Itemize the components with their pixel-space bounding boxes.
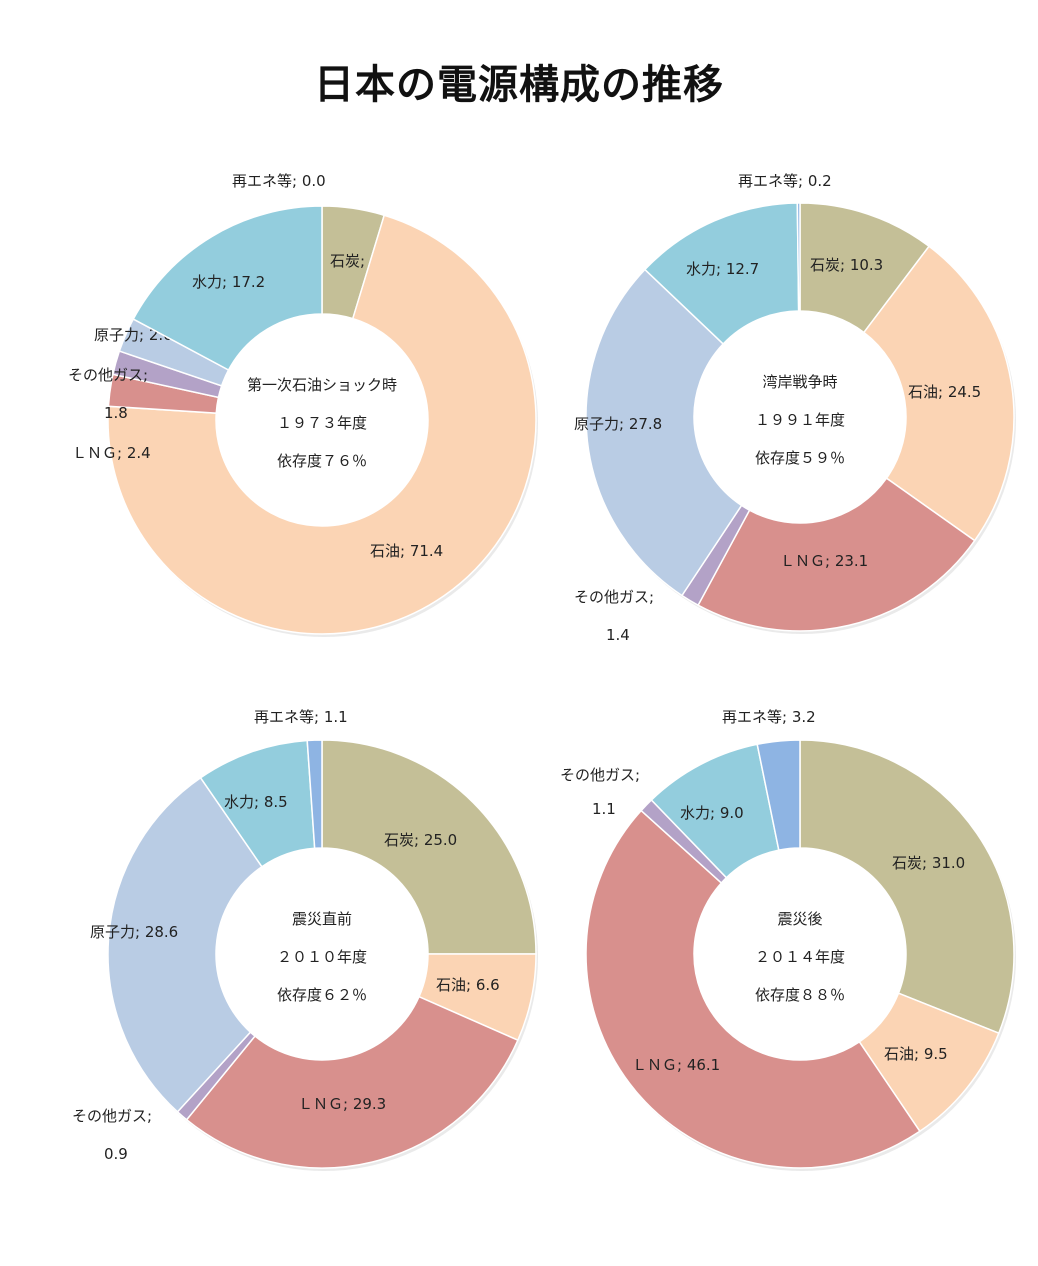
slice-label-1-原子力: 原子力; 2.6 (94, 326, 173, 344)
center-label-3-2: ２０１０年度 (277, 948, 367, 966)
slice-label-value-3-その他ガス: 0.9 (104, 1145, 128, 1163)
center-label-4-1: 震災後 (777, 910, 822, 928)
donut-hole (216, 848, 428, 1060)
slice-label-4-水力: 水力; 9.0 (680, 804, 744, 822)
slice-label-4-その他ガス: その他ガス; (560, 766, 640, 784)
slice-2-石油 (862, 245, 1015, 542)
slice-label-2-石油: 石油; 24.5 (908, 383, 981, 401)
center-label-2-2: １９９１年度 (755, 411, 845, 429)
slice-label-3-原子力: 原子力; 28.6 (90, 923, 178, 941)
center-label-4-2: ２０１４年度 (755, 948, 845, 966)
slice-label-1-石油: 石油; 71.4 (370, 542, 443, 560)
slice-label-value-4-その他ガス: 1.1 (592, 800, 616, 818)
slice-label-1-再エネ等: 再エネ等; 0.0 (232, 172, 326, 190)
slice-label-3-水力: 水力; 8.5 (224, 793, 288, 811)
center-label-1-1: 第一次石油ショック時 (247, 376, 397, 394)
center-label-3-3: 依存度６２％ (277, 986, 367, 1004)
slice-label-4-石炭: 石炭; 31.0 (892, 854, 965, 872)
center-label-1-3: 依存度７６％ (277, 452, 367, 470)
donut-hole (694, 848, 906, 1060)
donut-hole (216, 314, 428, 526)
donut-chart-3: 石炭; 25.0 石油; 6.6 ＬＮＧ; 29.3 その他ガス; 0.9 原子力; 28… (72, 708, 538, 1171)
slice-label-4-再エネ等: 再エネ等; 3.2 (722, 708, 816, 726)
donut-chart-4: 石炭; 31.0 石油; 9.5 ＬＮＧ; 46.1 その他ガス; 1.1 水力; 9.0… (560, 708, 1016, 1171)
center-label-2-1: 湾岸戦争時 (762, 373, 837, 391)
slice-label-2-原子力: 原子力; 27.8 (574, 415, 662, 433)
slice-3-石炭 (321, 739, 537, 955)
donut-hole (694, 311, 906, 523)
slice-label-3-再エネ等: 再エネ等; 1.1 (254, 708, 348, 726)
slice-label-3-石炭: 石炭; 25.0 (384, 831, 457, 849)
page-title: 日本の電源構成の推移 (314, 62, 724, 108)
slice-label-2-再エネ等: 再エネ等; 0.2 (738, 172, 832, 190)
slice-label-2-水力: 水力; 12.7 (686, 260, 759, 278)
slice-label-2-LNG: ＬＮＧ; 23.1 (780, 552, 868, 570)
slice-label-1-水力: 水力; 17.2 (192, 273, 265, 291)
slice-label-2-石炭: 石炭; 10.3 (810, 256, 883, 274)
center-label-4-3: 依存度８８％ (755, 986, 845, 1004)
donut-chart-2: 石炭; 10.3 石油; 24.5 ＬＮＧ; 23.1 その他ガス; 1.4 原子力; 2… (574, 172, 1016, 644)
slice-label-value-2-その他ガス: 1.4 (606, 626, 630, 644)
slice-label-1-その他ガス: その他ガス; (68, 366, 148, 384)
slice-label-3-LNG: ＬＮＧ; 29.3 (298, 1095, 386, 1113)
slice-label-2-その他ガス: その他ガス; (574, 588, 654, 606)
center-label-3-1: 震災直前 (292, 910, 352, 928)
slice-label-value-1-その他ガス: 1.8 (104, 404, 128, 422)
slice-label-4-LNG: ＬＮＧ; 46.1 (632, 1056, 720, 1074)
slice-label-4-石油: 石油; 9.5 (884, 1045, 948, 1063)
slice-label-3-その他ガス: その他ガス; (72, 1107, 152, 1125)
center-label-1-2: １９７３年度 (277, 414, 367, 432)
slice-label-1-LNG: ＬＮＧ; 2.4 (72, 444, 151, 462)
slice-label-3-石油: 石油; 6.6 (436, 976, 500, 994)
center-label-2-3: 依存度５９％ (755, 449, 845, 467)
